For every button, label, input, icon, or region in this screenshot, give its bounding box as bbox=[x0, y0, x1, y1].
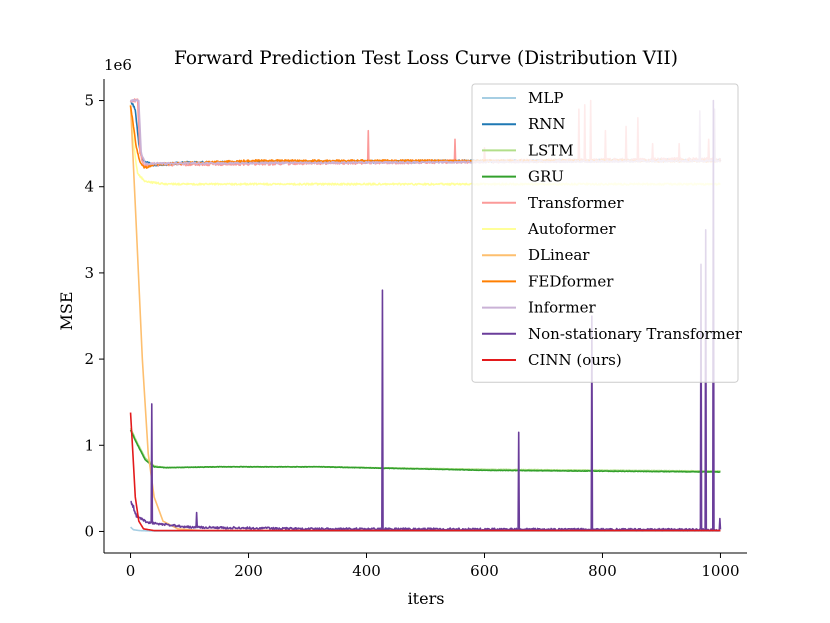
x-tick-label: 800 bbox=[588, 562, 617, 580]
y-tick-label: 0 bbox=[84, 522, 94, 540]
x-tick-label: 0 bbox=[126, 562, 136, 580]
y-axis-label: MSE bbox=[57, 291, 76, 330]
x-tick-label: 400 bbox=[352, 562, 381, 580]
chart-title: Forward Prediction Test Loss Curve (Dist… bbox=[174, 48, 678, 69]
legend-label-mlp: MLP bbox=[528, 89, 563, 107]
x-tick-label: 1000 bbox=[701, 562, 739, 580]
y-tick-label: 5 bbox=[84, 92, 94, 110]
y-tick-label: 3 bbox=[84, 264, 94, 282]
y-tick-label: 4 bbox=[84, 178, 94, 196]
series-line-cinn-ours bbox=[129, 412, 721, 532]
legend-label-cinn-ours: CINN (ours) bbox=[528, 351, 622, 369]
series-layer bbox=[129, 98, 722, 532]
y-tick-label: 2 bbox=[84, 350, 94, 368]
series-line-lstm bbox=[129, 427, 721, 473]
legend-label-transformer: Transformer bbox=[528, 194, 624, 212]
legend-label-rnn: RNN bbox=[528, 115, 566, 133]
x-tick-label: 600 bbox=[470, 562, 499, 580]
x-axis-label: iters bbox=[408, 589, 445, 608]
y-axis-multiplier: 1e6 bbox=[104, 56, 132, 74]
y-tick-label: 1 bbox=[84, 436, 94, 454]
x-tick-label: 200 bbox=[234, 562, 263, 580]
series-line-gru bbox=[129, 429, 721, 474]
legend-label-informer: Informer bbox=[528, 299, 596, 317]
legend-label-lstm: LSTM bbox=[528, 141, 574, 159]
legend-label-autoformer: Autoformer bbox=[527, 220, 616, 238]
axes-layer: 0 200 400 600 800 1000 0 1 2 3 4 5 bbox=[84, 79, 747, 580]
legend-label-gru: GRU bbox=[528, 168, 564, 186]
legend-label-fedformer: FEDformer bbox=[528, 272, 614, 290]
legend-box bbox=[471, 83, 739, 383]
legend-label-dlinear: DLinear bbox=[528, 246, 590, 264]
legend-label-non-stationary-transformer: Non-stationary Transformer bbox=[528, 325, 743, 343]
legend: MLP RNN LSTM GRU Transformer Autoformer DLinea… bbox=[471, 83, 743, 383]
